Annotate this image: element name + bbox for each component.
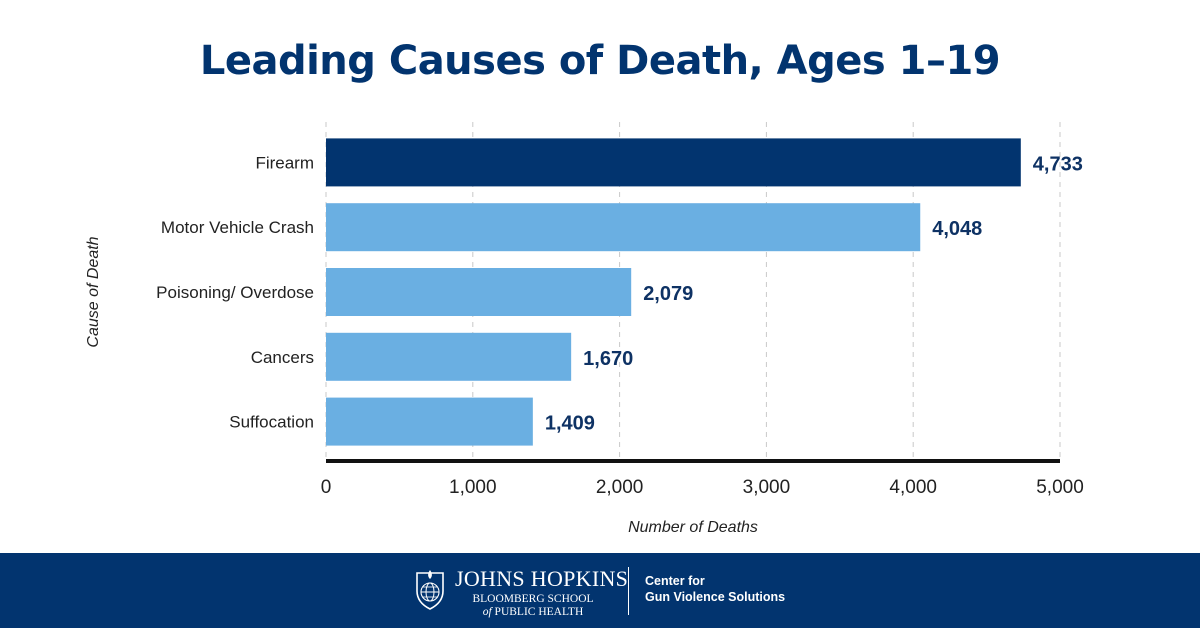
logo-divider [628,567,629,615]
center-name: Center for Gun Violence Solutions [645,573,785,605]
category-label: Motor Vehicle Crash [161,218,314,237]
category-label: Poisoning/ Overdose [156,283,314,302]
value-label: 1,670 [583,348,633,370]
x-tick-label: 5,000 [1036,477,1084,498]
footer-banner: JOHNS HOPKINS BLOOMBERG SCHOOL of PUBLIC… [0,553,1200,628]
school-name: BLOOMBERG SCHOOL of PUBLIC HEALTH [472,593,594,619]
school-line-2-text: PUBLIC HEALTH [494,606,584,618]
school-line-2: of PUBLIC HEALTH [472,606,594,619]
value-label: 4,733 [1033,153,1083,175]
x-axis-title: Number of Deaths [628,519,758,536]
x-tick-label: 2,000 [596,477,644,498]
school-line-2-prefix: of [482,606,492,618]
x-tick-label: 1,000 [449,477,497,498]
value-label: 2,079 [643,283,693,305]
bar [326,268,632,316]
category-label: Firearm [255,153,314,172]
center-line-2: Gun Violence Solutions [645,590,786,604]
x-tick-label: 0 [321,477,332,498]
johns-hopkins-wordmark: JOHNS HOPKINS [455,566,629,591]
shield-globe-icon [416,570,444,610]
bar [326,397,533,446]
bar [326,138,1021,187]
center-line-1: Center for [645,574,705,588]
chart-title: Leading Causes of Death, Ages 1–19 [199,38,1001,84]
bar [326,332,572,381]
school-line-1: BLOOMBERG SCHOOL [472,593,594,605]
x-tick-label: 4,000 [889,477,937,498]
value-label: 1,409 [545,413,595,435]
y-axis-title: Cause of Death [85,236,102,347]
category-label: Cancers [251,348,314,367]
bar-chart: Firearm 4,733 Motor Vehicle Crash 4,048 Pois… [85,122,1084,536]
bar [326,203,921,252]
x-tick-label: 3,000 [743,477,791,498]
johns-hopkins-logo: JOHNS HOPKINS BLOOMBERG SCHOOL of PUBLIC… [414,565,814,621]
value-label: 4,048 [932,218,982,240]
category-label: Suffocation [229,413,314,432]
